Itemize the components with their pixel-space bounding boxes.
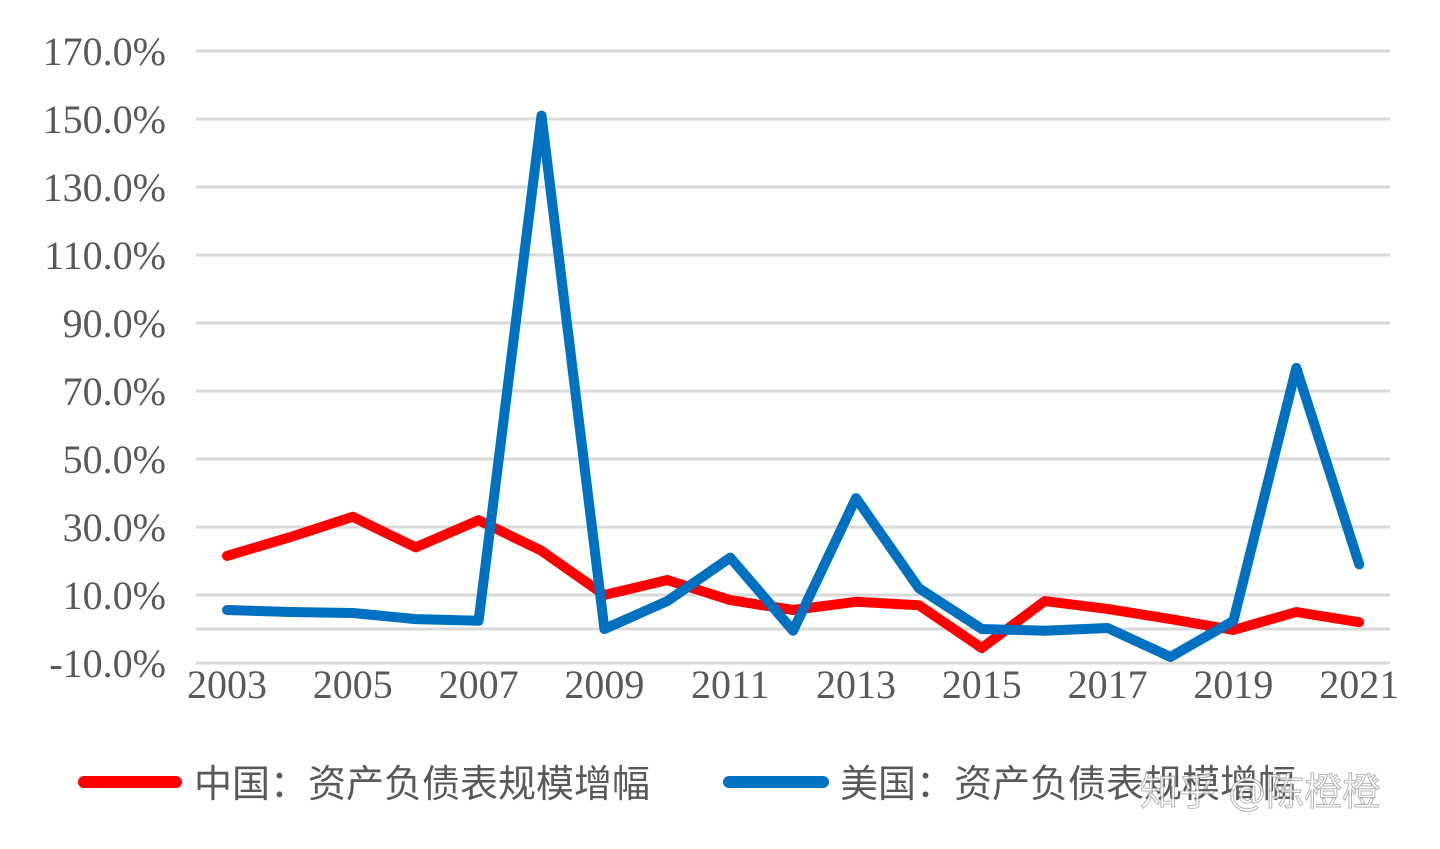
y-tick-label: 150.0% <box>43 97 166 142</box>
x-tick-label: 2011 <box>691 662 770 707</box>
y-tick-label: 110.0% <box>44 233 166 278</box>
y-tick-label: 90.0% <box>63 301 166 346</box>
legend: 中国：资产负债表规模增幅 美国：资产负债表规模增幅 <box>78 762 1296 806</box>
legend-item-usa: 美国：资产负债表规模增幅 <box>723 762 1296 806</box>
y-tick-label: 130.0% <box>43 165 166 210</box>
x-tick-label: 2007 <box>439 662 519 707</box>
legend-label-usa: 美国：资产负债表规模增幅 <box>840 762 1296 806</box>
x-tick-label: 2013 <box>816 662 896 707</box>
x-tick-label: 2021 <box>1319 662 1399 707</box>
legend-label-china: 中国：资产负债表规模增幅 <box>194 762 650 806</box>
watermark: 知乎 @陈橙橙 <box>1140 770 1380 814</box>
y-tick-label: 70.0% <box>63 369 166 414</box>
x-tick-label: 2005 <box>313 662 393 707</box>
series-lines <box>222 110 1365 662</box>
x-tick-label: 2003 <box>187 662 267 707</box>
x-tick-label: 2015 <box>942 662 1022 707</box>
y-tick-label: 170.0% <box>43 29 166 74</box>
y-tick-label: 10.0% <box>63 573 166 618</box>
x-tick-label: 2019 <box>1193 662 1273 707</box>
series-line-usa <box>222 110 1365 662</box>
x-axis-ticks: 2003 2005 2007 2009 2011 2013 2015 2017 2019 2021 <box>187 662 1399 707</box>
y-axis-ticks: 170.0% 150.0% 130.0% 110.0% 90.0% 70.0% 50.0% 3… <box>43 29 166 686</box>
y-tick-label: -10.0% <box>49 641 166 686</box>
gridlines <box>196 49 1390 665</box>
legend-item-china: 中国：资产负债表规模增幅 <box>78 762 650 806</box>
x-tick-label: 2017 <box>1068 662 1148 707</box>
x-tick-label: 2009 <box>564 662 644 707</box>
y-tick-label: 50.0% <box>63 437 166 482</box>
y-tick-label: 30.0% <box>63 505 166 550</box>
series-line-china <box>222 511 1365 653</box>
